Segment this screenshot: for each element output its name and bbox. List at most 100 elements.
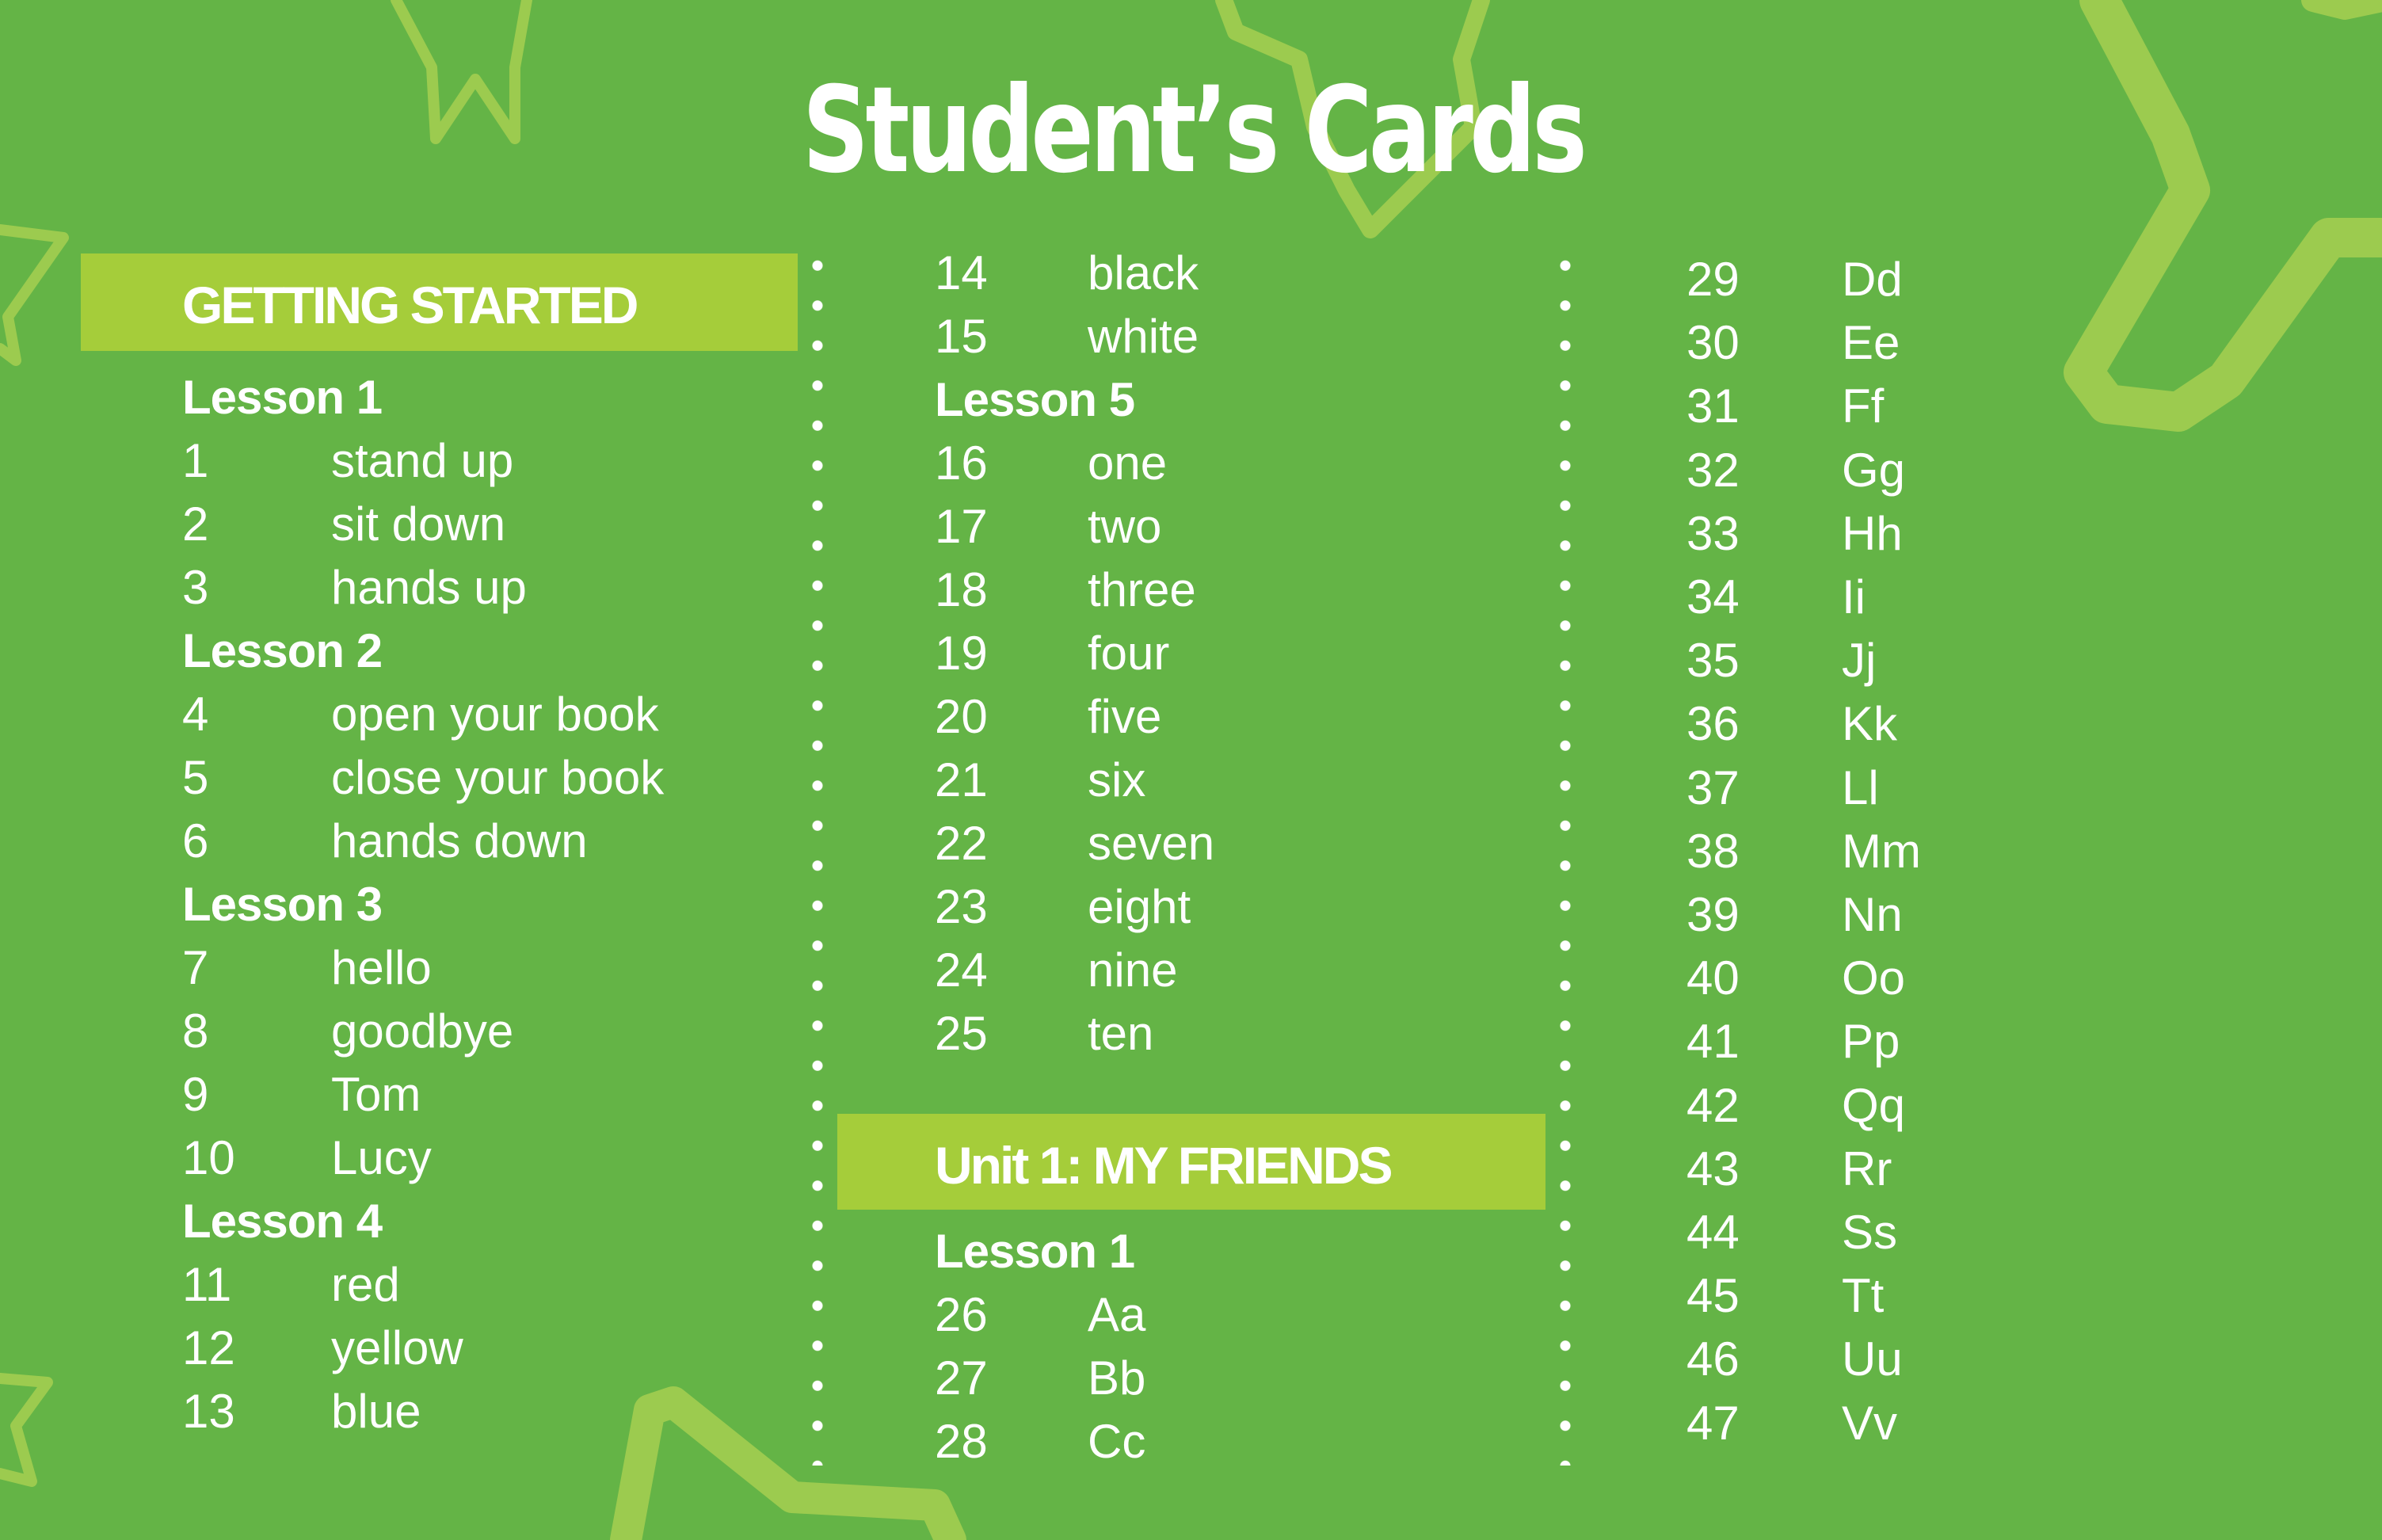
card-number: 30 <box>1686 316 1740 370</box>
card-number: 28 <box>935 1415 988 1468</box>
card-word: Vv <box>1842 1396 1898 1450</box>
card-word: seven <box>1088 817 1215 870</box>
card-word: red <box>331 1258 400 1311</box>
card-word: Mm <box>1842 824 1921 878</box>
card-number: 36 <box>1686 697 1740 751</box>
card-word: hello <box>331 941 432 994</box>
card-word: three <box>1088 563 1196 616</box>
card-number: 35 <box>1686 634 1740 688</box>
dotted-divider <box>812 246 823 1466</box>
card-number: 27 <box>935 1351 988 1405</box>
card-number: 9 <box>182 1068 209 1121</box>
card-word: Tt <box>1842 1269 1885 1323</box>
card-number: 43 <box>1686 1142 1740 1195</box>
lesson-heading: Lesson 5 <box>935 373 1135 426</box>
section-title: GETTING STARTED <box>182 276 638 334</box>
card-number: 13 <box>182 1385 235 1438</box>
card-number: 14 <box>935 246 988 299</box>
card-number: 31 <box>1686 379 1740 433</box>
card-word: goodbye <box>331 1004 514 1058</box>
card-word: yellow <box>331 1321 463 1374</box>
card-number: 46 <box>1686 1332 1740 1386</box>
card-number: 41 <box>1686 1015 1740 1069</box>
lesson-heading: Lesson 3 <box>182 878 383 931</box>
card-word: eight <box>1088 880 1191 933</box>
card-word: Jj <box>1842 634 1877 688</box>
card-word: Hh <box>1842 506 1903 560</box>
star-outline-bottom-left <box>0 1373 53 1487</box>
card-number: 32 <box>1686 443 1740 497</box>
card-number: 44 <box>1686 1206 1740 1259</box>
card-word: Cc <box>1088 1415 1146 1468</box>
card-word: Aa <box>1088 1288 1146 1341</box>
card-number: 33 <box>1686 506 1740 560</box>
card-number: 20 <box>935 690 988 743</box>
card-word: Tom <box>331 1068 421 1121</box>
lesson-heading: Lesson 4 <box>182 1195 383 1248</box>
card-word: six <box>1088 753 1146 806</box>
page-title: Student’s Cards <box>802 62 1587 200</box>
card-number: 8 <box>182 1004 209 1058</box>
card-number: 22 <box>935 817 988 870</box>
card-word: ten <box>1088 1007 1154 1060</box>
card-word: Ll <box>1842 760 1879 814</box>
lesson-heading: Lesson 1 <box>182 371 383 424</box>
card-word: close your book <box>331 751 665 804</box>
star-outline-top-right-tip <box>2301 0 2382 20</box>
card-number: 19 <box>935 627 988 680</box>
card-word: one <box>1088 436 1168 490</box>
card-number: 5 <box>182 751 209 804</box>
card-word: hands up <box>331 561 527 614</box>
card-word: two <box>1088 500 1162 553</box>
card-word: Oo <box>1842 951 1906 1005</box>
card-word: Lucy <box>331 1131 432 1184</box>
section-title: Unit 1: MY FRIENDS <box>935 1136 1393 1195</box>
card-word: Gg <box>1842 443 1906 497</box>
card-word: blue <box>331 1385 421 1438</box>
card-number: 3 <box>182 561 209 614</box>
card-word: Rr <box>1842 1142 1892 1195</box>
card-word: Dd <box>1842 253 1903 306</box>
card-word: black <box>1088 246 1199 299</box>
star-outline-top-middle <box>1215 0 1490 238</box>
card-word: Ii <box>1842 570 1866 623</box>
section-bar-getting-started: GETTING STARTED <box>81 253 798 351</box>
card-number: 38 <box>1686 824 1740 878</box>
card-number: 42 <box>1686 1078 1740 1132</box>
card-word: Qq <box>1842 1078 1906 1132</box>
star-outline-top-left <box>391 0 532 144</box>
card-word: hands down <box>331 814 588 867</box>
card-word: Ee <box>1842 316 1900 370</box>
card-number: 40 <box>1686 951 1740 1005</box>
card-word: five <box>1088 690 1162 743</box>
card-number: 47 <box>1686 1396 1740 1450</box>
card-number: 24 <box>935 943 988 997</box>
card-number: 29 <box>1686 253 1740 306</box>
card-number: 18 <box>935 563 988 616</box>
card-word: Nn <box>1842 888 1903 941</box>
card-number: 21 <box>935 753 988 806</box>
card-word: Ss <box>1842 1206 1898 1259</box>
star-outline-bottom <box>610 1386 966 1540</box>
card-number: 45 <box>1686 1269 1740 1323</box>
card-number: 1 <box>182 434 209 487</box>
dotted-divider <box>1560 246 1571 1466</box>
card-number: 26 <box>935 1288 988 1341</box>
section-bar-unit-1: Unit 1: MY FRIENDS <box>837 1114 1545 1210</box>
lesson-heading: Lesson 2 <box>182 624 383 677</box>
card-number: 2 <box>182 497 209 551</box>
card-word: nine <box>1088 943 1178 997</box>
card-word: open your book <box>331 688 659 741</box>
card-number: 15 <box>935 310 988 363</box>
card-number: 11 <box>182 1258 232 1311</box>
card-number: 17 <box>935 500 988 553</box>
card-word: Ff <box>1842 379 1885 433</box>
card-number: 16 <box>935 436 988 490</box>
lesson-heading: Lesson 1 <box>935 1225 1135 1278</box>
card-word: Pp <box>1842 1015 1900 1069</box>
card-number: 37 <box>1686 760 1740 814</box>
card-number: 34 <box>1686 570 1740 623</box>
card-number: 6 <box>182 814 209 867</box>
star-outline-left <box>0 224 69 366</box>
